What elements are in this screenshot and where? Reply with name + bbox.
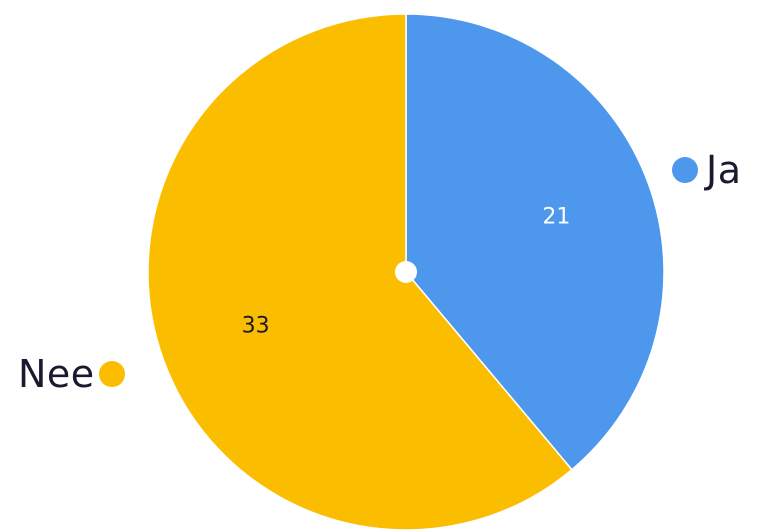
legend-label-nee: Nee bbox=[18, 352, 95, 396]
pie-slice-ja bbox=[405, 13, 665, 471]
pie-slice-nee bbox=[147, 13, 573, 530]
legend-swatch-ja bbox=[672, 157, 698, 183]
pie-center-hole bbox=[395, 261, 417, 283]
pie-value-labels: 21 33 bbox=[242, 204, 571, 338]
legend-item-nee: Nee bbox=[18, 352, 125, 396]
legend-item-ja: Ja bbox=[672, 148, 742, 192]
pie-slices bbox=[147, 13, 665, 530]
pie-value-label-ja: 21 bbox=[542, 204, 570, 229]
legend-swatch-nee bbox=[98, 361, 125, 387]
legend-label-ja: Ja bbox=[706, 148, 742, 192]
pie-value-label-nee: 33 bbox=[242, 314, 270, 339]
